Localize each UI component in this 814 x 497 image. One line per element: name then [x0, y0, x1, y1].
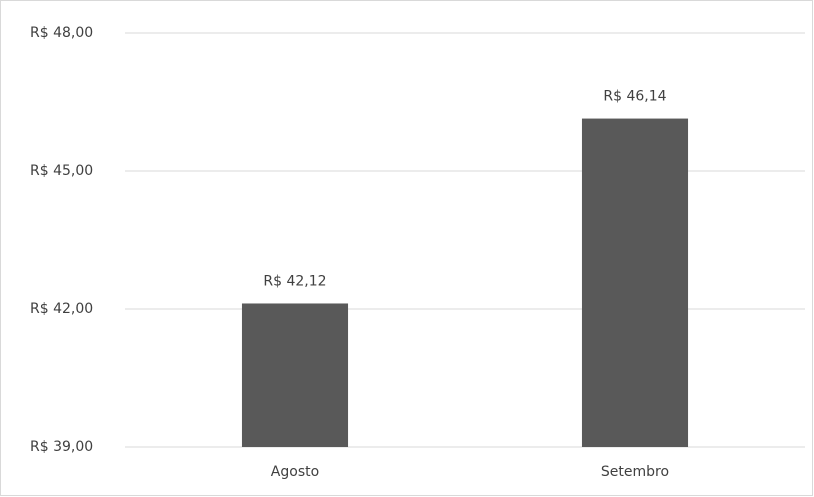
- data-label: R$ 46,14: [603, 89, 666, 105]
- x-tick-label: Setembro: [601, 464, 669, 480]
- data-label: R$ 42,12: [263, 273, 326, 289]
- y-tick-label: R$ 39,00: [30, 439, 93, 455]
- y-tick-label: R$ 45,00: [30, 163, 93, 179]
- bar: [241, 303, 349, 447]
- x-tick-label: Agosto: [271, 464, 319, 480]
- y-tick-label: R$ 42,00: [30, 301, 93, 317]
- y-tick-label: R$ 48,00: [30, 25, 93, 41]
- bar: [581, 118, 689, 447]
